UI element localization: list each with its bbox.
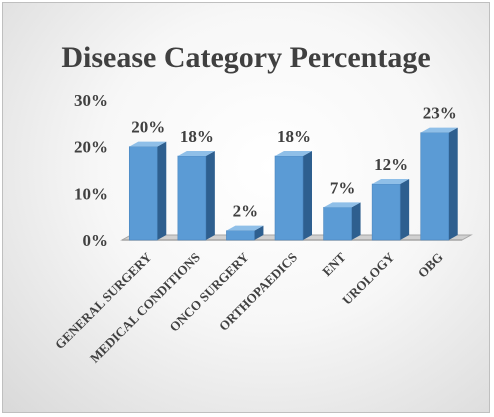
bar-top [177, 151, 215, 156]
bar [274, 155, 304, 241]
y-tick-label: 0% [83, 231, 109, 250]
chart-title: Disease Category Percentage [61, 41, 431, 74]
bar [177, 155, 207, 241]
bar-top [226, 225, 264, 231]
bar [323, 207, 352, 241]
data-label: 2% [233, 202, 259, 221]
bar-side [254, 225, 264, 240]
data-label: 20% [131, 118, 165, 137]
data-label: 23% [423, 104, 457, 123]
data-label: 7% [330, 178, 356, 197]
bar [371, 183, 401, 241]
bar-top [323, 202, 361, 208]
bar-side [400, 179, 410, 240]
bar [226, 230, 255, 241]
category-label: GENERAL SURGERY [52, 249, 155, 352]
category-label: UROLOGY [339, 249, 398, 308]
data-label: 18% [277, 127, 311, 146]
bar-side [448, 127, 458, 240]
bar-top [420, 127, 458, 133]
bar-side [157, 141, 167, 240]
data-label: 12% [374, 155, 408, 174]
category-label: OBG [415, 250, 446, 281]
bar-top [372, 179, 410, 184]
bar-side [303, 151, 312, 240]
y-tick-label: 10% [74, 184, 108, 203]
bar [128, 146, 158, 241]
bar-side [205, 151, 215, 240]
bar-top [275, 151, 312, 156]
data-label: 18% [180, 127, 214, 146]
bar-side [351, 202, 361, 240]
y-tick-label: 20% [74, 138, 108, 157]
bar [420, 132, 450, 241]
y-tick-label: 30% [74, 91, 108, 110]
bar-top [129, 141, 167, 147]
category-label: ENT [319, 249, 349, 279]
